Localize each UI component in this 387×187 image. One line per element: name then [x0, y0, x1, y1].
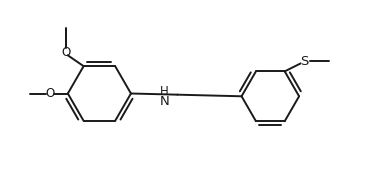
Text: S: S	[300, 55, 309, 68]
Text: H: H	[160, 85, 169, 98]
Text: O: O	[45, 87, 55, 100]
Text: O: O	[61, 46, 70, 59]
Text: N: N	[159, 95, 169, 108]
Text: methyl: methyl	[63, 23, 68, 24]
